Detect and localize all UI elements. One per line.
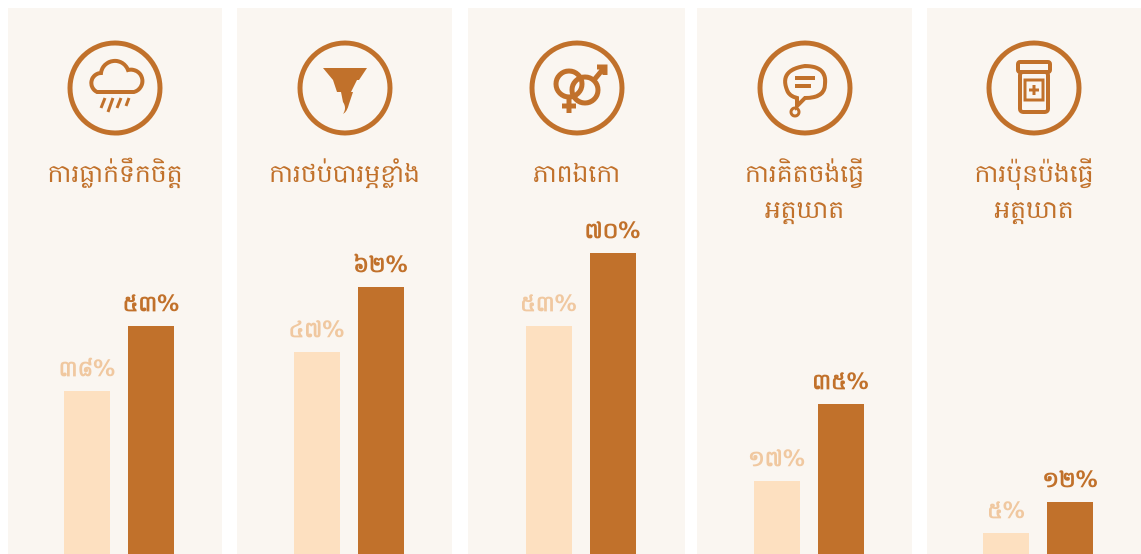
bar	[817, 403, 864, 554]
value-label: ៧០%	[584, 219, 641, 244]
category-label: ការគិតចង់ធ្វើ អត្តឃាត	[744, 159, 865, 224]
panel: ភាពឯកោ៥៣% ៧០%	[468, 8, 685, 554]
icon	[757, 40, 852, 136]
value-label: ៥៣%	[122, 292, 180, 318]
bar	[64, 390, 110, 554]
bar	[128, 326, 174, 554]
panel: ការថប់បារម្ភខ្លាំង៤៧% ៦២%	[237, 8, 452, 554]
bar	[1047, 502, 1093, 554]
panel: ការប៉ុនប៉ងធ្វើ អត្តឃាត៥% ១២%	[927, 8, 1141, 554]
value-label: ៣៨%	[58, 356, 116, 382]
value-label: ៦២%	[353, 253, 408, 279]
panel: ការគិតចង់ធ្វើ អត្តឃាត១៧% ៣៥%	[697, 8, 912, 554]
bar	[753, 480, 800, 554]
panel: ការធ្លាក់ទឹកចិត្ត៣៨% ៥៣%	[8, 8, 222, 554]
icon	[529, 40, 624, 136]
bar	[983, 532, 1029, 554]
value-label: ៥%	[987, 498, 1025, 524]
icon	[67, 40, 163, 136]
value-label: ១៧%	[748, 446, 805, 472]
bar	[293, 351, 340, 554]
bar	[525, 326, 572, 554]
bar	[589, 253, 636, 554]
category-label: ការប៉ុនប៉ងធ្វើ អត្តឃាត	[974, 159, 1094, 224]
category-label: ការថប់បារម្ភខ្លាំង	[269, 159, 420, 188]
bar	[357, 287, 404, 554]
category-label: ភាពឯកោ	[532, 159, 621, 188]
value-label: ៤៧%	[288, 317, 345, 343]
value-label: ១២%	[1042, 468, 1098, 494]
value-label: ៥៣%	[520, 292, 577, 318]
value-label: ៣៥%	[812, 369, 869, 395]
icon	[297, 40, 392, 136]
category-label: ការធ្លាក់ទឹកចិត្ត	[47, 159, 183, 188]
icon	[986, 40, 1082, 136]
